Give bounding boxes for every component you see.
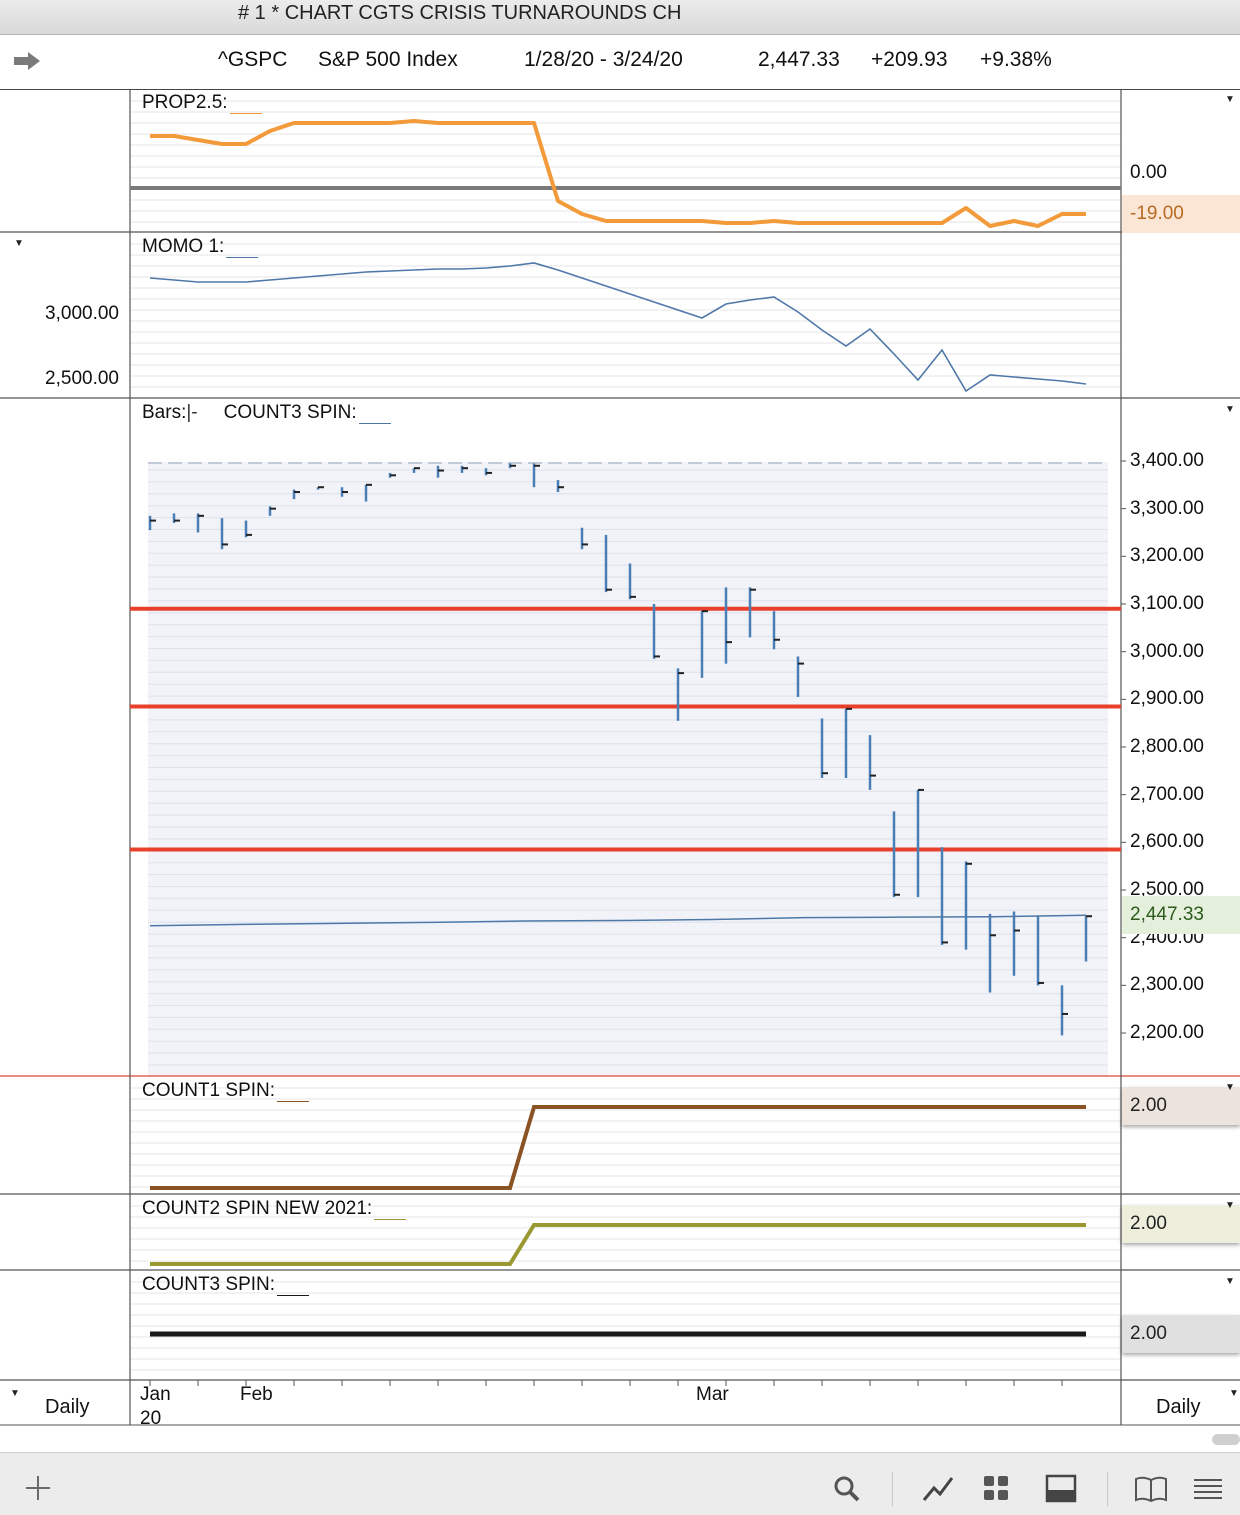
month-label: Feb <box>240 1384 273 1405</box>
window-title: # 1 * CHART CGTS CRISIS TURNAROUNDS CH <box>238 2 682 24</box>
symbol-name: S&P 500 Index <box>318 48 458 71</box>
count2-panel-label: COUNT2 SPIN NEW 2021: <box>142 1198 407 1220</box>
price-axis-label: 2,800.00 <box>1130 736 1204 757</box>
price-change-pct: +9.38% <box>980 48 1052 71</box>
horizontal-scrollbar-thumb[interactable] <box>1212 1434 1240 1445</box>
toolbar-separator <box>1107 1472 1108 1506</box>
symbol-ticker: ^GSPC <box>218 48 288 71</box>
price-axis-label: 3,400.00 <box>1130 450 1204 471</box>
prop-axis-label: 0.00 <box>1130 162 1167 183</box>
chart-line-icon[interactable] <box>922 1474 954 1504</box>
price-change: +209.93 <box>871 48 948 71</box>
price-axis-label: 2,700.00 <box>1130 783 1204 805</box>
momo-panel-label: MOMO 1: <box>142 236 259 258</box>
month-label: Mar <box>696 1384 729 1405</box>
panel-menu-chevron-icon[interactable]: ▼ <box>1225 94 1235 105</box>
price-axis-label: 2,500.00 <box>1130 879 1204 900</box>
panel-menu-chevron-icon[interactable]: ▼ <box>1225 1082 1235 1093</box>
panel-menu-chevron-icon[interactable]: ▼ <box>14 238 24 249</box>
prop-value-tag: -19.00 <box>1122 195 1240 233</box>
menu-icon[interactable] <box>1192 1474 1224 1502</box>
prop-panel-label: PROP2.5: <box>142 92 262 114</box>
panel-icon[interactable] <box>1045 1474 1077 1504</box>
count2-line <box>150 1223 1086 1266</box>
periodicity-chevron-icon[interactable]: ▼ <box>1229 1388 1239 1399</box>
price-axis-label: 2,600.00 <box>1130 831 1204 853</box>
price-axis-label: 3,100.00 <box>1130 593 1204 614</box>
book-icon[interactable] <box>1134 1474 1168 1504</box>
count3-value-tag: 2.00 <box>1122 1315 1240 1353</box>
price-plot-area <box>148 462 1108 1076</box>
prop-line <box>150 119 1086 228</box>
count1-panel-label: COUNT1 SPIN: <box>142 1080 310 1102</box>
count2-value-tag: 2.00 <box>1122 1205 1240 1243</box>
periodicity-right[interactable]: Daily <box>1156 1396 1201 1418</box>
panel-menu-chevron-icon[interactable]: ▼ <box>1225 1276 1235 1287</box>
price-value-tag: 2,447.33 <box>1122 896 1240 934</box>
count1-value-tag: 2.00 <box>1122 1087 1240 1125</box>
price-axis-label: 3,200.00 <box>1130 545 1204 567</box>
price-axis-label: 2,200.00 <box>1130 1022 1204 1043</box>
arrow-right-icon[interactable] <box>12 51 42 71</box>
periodicity-left[interactable]: Daily <box>45 1396 90 1418</box>
price-axis-label: 3,000.00 <box>1130 640 1204 662</box>
toolbar-separator <box>892 1472 893 1506</box>
count3-panel-label: COUNT3 SPIN: <box>142 1274 310 1296</box>
month-label: Jan <box>140 1384 171 1405</box>
price-axis-label: 2,300.00 <box>1130 974 1204 996</box>
price-axis-label: 3,300.00 <box>1130 497 1204 519</box>
bottom-toolbar <box>0 1452 1240 1515</box>
add-icon[interactable] <box>24 1474 52 1502</box>
last-price: 2,447.33 <box>758 48 840 71</box>
symbol-info-bar: ^GSPC S&P 500 Index 1/28/20 - 3/24/20 2,… <box>0 35 1240 90</box>
periodicity-chevron-icon[interactable]: ▼ <box>10 1388 20 1399</box>
count3-spin-line <box>149 914 1087 927</box>
price-panel-label: Bars:|- COUNT3 SPIN: <box>142 402 391 424</box>
date-range: 1/28/20 - 3/24/20 <box>524 48 683 71</box>
panel-menu-chevron-icon[interactable]: ▼ <box>1225 1200 1235 1211</box>
window-titlebar: # 1 * CHART CGTS CRISIS TURNAROUNDS CH <box>0 0 1240 35</box>
momo-line <box>149 262 1087 393</box>
count1-line <box>150 1105 1086 1190</box>
momo-axis-label: 3,000.00 <box>45 303 119 324</box>
grid-icon[interactable] <box>982 1474 1012 1504</box>
momo-axis-label: 2,500.00 <box>45 368 119 389</box>
search-icon[interactable] <box>832 1474 862 1504</box>
panel-menu-chevron-icon[interactable]: ▼ <box>1225 404 1235 415</box>
year-label: 20 <box>140 1408 162 1429</box>
price-axis-label: 2,900.00 <box>1130 688 1204 710</box>
